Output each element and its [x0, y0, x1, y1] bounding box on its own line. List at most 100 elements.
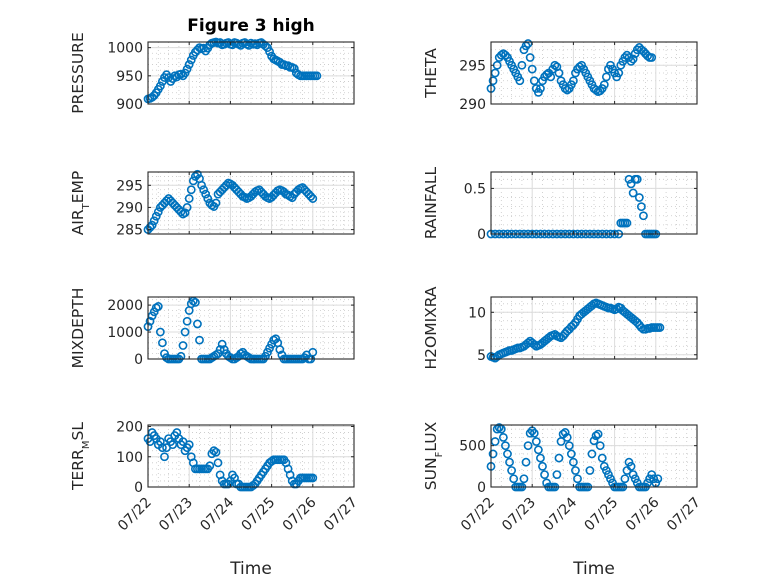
data-point — [601, 72, 611, 82]
data-point — [562, 432, 572, 442]
y-tick-label: 10 — [468, 305, 486, 321]
x-tick-label: 07/23 — [156, 495, 196, 535]
data-point — [312, 71, 322, 81]
data-point — [155, 327, 165, 337]
axes-box — [147, 424, 355, 488]
y-tick-label: 0 — [477, 480, 486, 496]
y-axis-label: MIXDEPTH — [69, 288, 87, 369]
data-point — [628, 188, 638, 198]
data-point — [614, 68, 624, 78]
y-tick-label: 5 — [477, 348, 486, 364]
y-tick-label: 200 — [116, 420, 143, 436]
data-point — [569, 76, 578, 86]
y-axis-label: TERRMSL — [69, 422, 92, 491]
series-h2omixra — [486, 298, 665, 363]
data-point — [505, 457, 514, 467]
data-point — [566, 449, 576, 459]
data-point — [587, 449, 597, 459]
data-point — [199, 185, 209, 195]
data-point — [213, 458, 223, 468]
x-tick-label: 07/27 — [664, 495, 704, 535]
data-point — [573, 474, 582, 484]
data-point — [488, 76, 498, 86]
y-axis-label: RAINFALL — [422, 166, 440, 239]
data-point — [186, 55, 196, 65]
data-point — [217, 339, 227, 349]
data-point — [184, 60, 194, 69]
data-point — [158, 338, 167, 348]
data-point — [597, 453, 607, 463]
plot-area — [148, 172, 354, 234]
y-tick-label: 0 — [134, 352, 143, 368]
data-point — [639, 211, 648, 221]
axes-box — [490, 424, 698, 488]
data-point — [228, 40, 237, 50]
data-point — [521, 457, 531, 467]
data-point — [628, 470, 638, 479]
data-point — [529, 76, 539, 86]
y-tick-label: 0.5 — [464, 181, 486, 197]
data-point — [308, 194, 318, 203]
series-theta — [486, 39, 657, 97]
data-point — [604, 470, 613, 479]
data-point — [527, 64, 537, 74]
data-point — [595, 86, 605, 96]
data-point — [585, 466, 595, 475]
data-point — [626, 461, 636, 471]
data-point — [180, 208, 190, 218]
data-point — [552, 470, 562, 479]
data-point — [536, 84, 545, 93]
series-terr-msl — [143, 428, 318, 492]
data-point — [523, 39, 533, 48]
data-point — [546, 72, 556, 82]
data-point — [178, 341, 188, 350]
series-pressure — [143, 37, 322, 104]
data-point — [153, 302, 163, 311]
x-tick-label: 07/26 — [280, 494, 320, 534]
y-tick-label: 0 — [134, 480, 143, 496]
data-point — [182, 203, 192, 212]
figure-title: Figure 3 high — [187, 16, 315, 36]
data-point — [308, 473, 318, 483]
data-point — [624, 457, 634, 467]
data-point — [591, 431, 601, 441]
y-tick-label: 1000 — [107, 41, 143, 57]
data-point — [529, 428, 539, 438]
x-tick-label: 07/24 — [540, 494, 580, 534]
y-tick-label: 100 — [116, 450, 143, 466]
subplot-h2omixra: 5 10 H2OMIXRA — [422, 286, 698, 370]
axes-box — [147, 171, 355, 235]
plot-area — [148, 425, 354, 487]
data-point — [195, 335, 204, 345]
data-point — [626, 56, 636, 66]
data-point — [176, 351, 186, 361]
data-point — [186, 185, 196, 195]
data-point — [176, 69, 186, 79]
data-point — [599, 80, 609, 90]
data-point — [540, 470, 549, 479]
data-point — [180, 327, 190, 337]
data-point — [176, 207, 186, 217]
subplot-theta: 290 295 THETA — [422, 39, 698, 113]
data-point — [193, 319, 202, 329]
data-point — [606, 474, 615, 484]
data-point — [215, 38, 225, 47]
data-point — [190, 297, 200, 307]
data-point — [501, 441, 510, 451]
data-point — [265, 47, 274, 56]
data-point — [201, 189, 211, 199]
data-point — [595, 441, 605, 451]
data-point — [168, 440, 178, 450]
x-axis-label-left: Time — [229, 559, 272, 579]
x-tick-label: 07/25 — [239, 495, 279, 535]
data-point — [215, 345, 225, 354]
data-point — [153, 207, 163, 217]
data-point — [523, 441, 533, 451]
axes-box — [490, 171, 698, 235]
x-tick-label: 07/26 — [623, 494, 663, 534]
data-point — [628, 54, 638, 64]
data-point — [507, 466, 516, 475]
axes-box — [490, 41, 698, 105]
data-point — [275, 345, 285, 354]
